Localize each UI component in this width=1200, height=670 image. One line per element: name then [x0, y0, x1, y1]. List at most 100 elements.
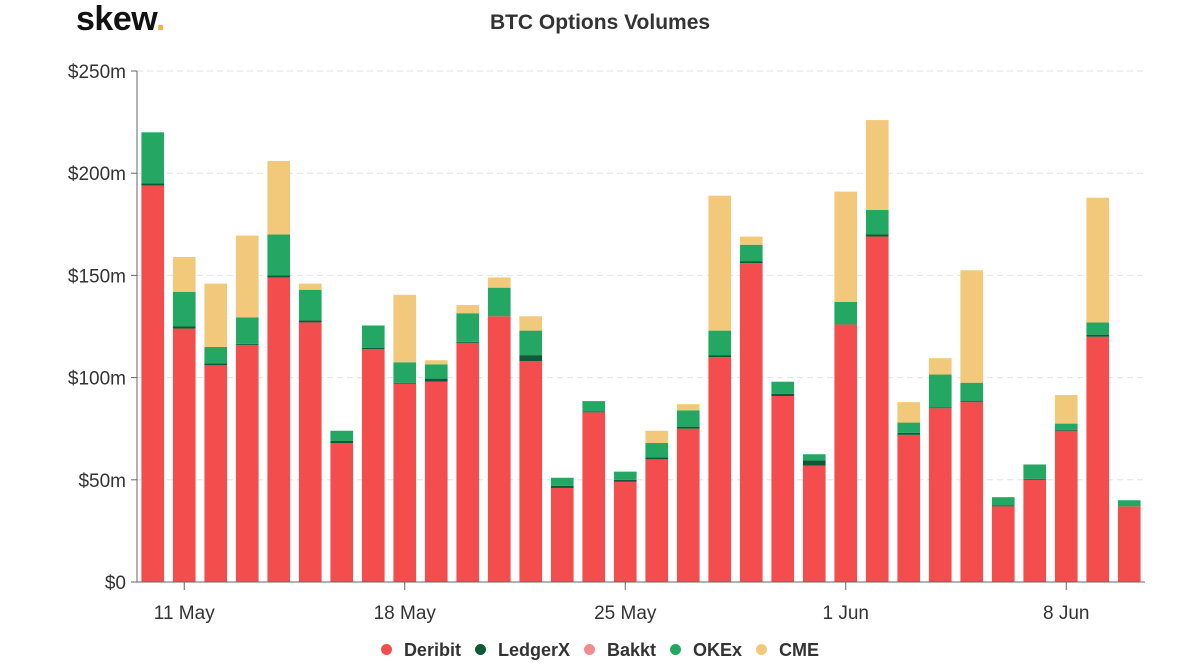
- bar-ledgerx[interactable]: [550, 485, 574, 488]
- bar-cme[interactable]: [424, 360, 448, 365]
- bar-okex[interactable]: [267, 234, 291, 276]
- bar-ledgerx[interactable]: [676, 426, 700, 429]
- bar-ledgerx[interactable]: [361, 347, 385, 349]
- bar-okex[interactable]: [676, 410, 700, 427]
- bar-ledgerx[interactable]: [235, 343, 259, 345]
- bar-cme[interactable]: [519, 316, 543, 331]
- bar-okex[interactable]: [802, 454, 826, 461]
- bar-ledgerx[interactable]: [1086, 334, 1110, 337]
- bar-okex[interactable]: [834, 301, 858, 325]
- bar-cme[interactable]: [1086, 197, 1110, 323]
- bar-okex[interactable]: [739, 244, 763, 262]
- bar-ledgerx[interactable]: [960, 401, 984, 403]
- bar-deribit[interactable]: [1086, 336, 1110, 582]
- bar-okex[interactable]: [1117, 500, 1141, 507]
- bar-okex[interactable]: [424, 364, 448, 379]
- bar-deribit[interactable]: [897, 434, 921, 582]
- bar-okex[interactable]: [771, 381, 795, 394]
- bar-cme[interactable]: [487, 277, 511, 288]
- bar-cme[interactable]: [834, 191, 858, 302]
- bar-ledgerx[interactable]: [928, 407, 952, 409]
- bar-cme[interactable]: [928, 358, 952, 375]
- bar-okex[interactable]: [393, 362, 417, 383]
- bar-cme[interactable]: [1054, 394, 1078, 424]
- bar-ledgerx[interactable]: [172, 326, 196, 329]
- bar-okex[interactable]: [235, 317, 259, 344]
- bar-cme[interactable]: [172, 257, 196, 292]
- bar-cme[interactable]: [645, 430, 669, 444]
- bar-ledgerx[interactable]: [708, 355, 732, 358]
- bar-ledgerx[interactable]: [393, 382, 417, 384]
- bar-okex[interactable]: [1054, 423, 1078, 430]
- bar-deribit[interactable]: [802, 465, 826, 582]
- bar-ledgerx[interactable]: [645, 457, 669, 460]
- bar-deribit[interactable]: [991, 506, 1015, 582]
- bar-cme[interactable]: [298, 283, 322, 290]
- bar-ledgerx[interactable]: [991, 505, 1015, 507]
- bar-okex[interactable]: [456, 313, 480, 342]
- bar-cme[interactable]: [708, 195, 732, 331]
- bar-deribit[interactable]: [771, 395, 795, 582]
- bar-deribit[interactable]: [1054, 430, 1078, 582]
- bar-ledgerx[interactable]: [330, 440, 354, 444]
- bar-ledgerx[interactable]: [1054, 429, 1078, 431]
- bar-deribit[interactable]: [235, 344, 259, 582]
- bar-ledgerx[interactable]: [456, 341, 480, 343]
- bar-ledgerx[interactable]: [1023, 478, 1047, 480]
- bar-deribit[interactable]: [1023, 479, 1047, 582]
- bar-ledgerx[interactable]: [424, 378, 448, 382]
- bar-cme[interactable]: [897, 402, 921, 423]
- bar-okex[interactable]: [330, 430, 354, 441]
- bar-okex[interactable]: [172, 291, 196, 327]
- bar-okex[interactable]: [991, 497, 1015, 506]
- bar-deribit[interactable]: [267, 277, 291, 582]
- bar-okex[interactable]: [1023, 464, 1047, 479]
- bar-deribit[interactable]: [361, 348, 385, 582]
- bar-okex[interactable]: [582, 401, 606, 412]
- bar-deribit[interactable]: [739, 263, 763, 582]
- bar-deribit[interactable]: [172, 328, 196, 582]
- bar-deribit[interactable]: [582, 412, 606, 582]
- bar-okex[interactable]: [519, 330, 543, 356]
- bar-cme[interactable]: [456, 305, 480, 314]
- bar-okex[interactable]: [960, 382, 984, 402]
- legend-item-deribit[interactable]: Deribit: [380, 640, 461, 661]
- bar-deribit[interactable]: [928, 408, 952, 582]
- bar-deribit[interactable]: [550, 487, 574, 582]
- bar-okex[interactable]: [708, 330, 732, 356]
- bar-okex[interactable]: [897, 422, 921, 433]
- bar-cme[interactable]: [267, 160, 291, 235]
- bar-ledgerx[interactable]: [802, 460, 826, 466]
- bar-okex[interactable]: [204, 346, 228, 364]
- legend-item-cme[interactable]: CME: [756, 640, 819, 661]
- legend-item-okex[interactable]: OKEx: [670, 640, 742, 661]
- bar-ledgerx[interactable]: [582, 411, 606, 413]
- bar-okex[interactable]: [550, 477, 574, 486]
- bar-okex[interactable]: [141, 132, 165, 184]
- bar-okex[interactable]: [1086, 322, 1110, 335]
- bar-deribit[interactable]: [298, 322, 322, 582]
- bar-deribit[interactable]: [424, 381, 448, 582]
- bar-okex[interactable]: [298, 289, 322, 321]
- bar-ledgerx[interactable]: [613, 479, 637, 482]
- bar-ledgerx[interactable]: [298, 320, 322, 323]
- bar-deribit[interactable]: [645, 459, 669, 582]
- bar-ledgerx[interactable]: [519, 355, 543, 362]
- bar-deribit[interactable]: [676, 428, 700, 582]
- bar-okex[interactable]: [645, 443, 669, 458]
- bar-ledgerx[interactable]: [267, 275, 291, 278]
- bar-deribit[interactable]: [1117, 506, 1141, 582]
- bar-deribit[interactable]: [141, 185, 165, 583]
- bar-cme[interactable]: [676, 404, 700, 411]
- bar-deribit[interactable]: [708, 357, 732, 582]
- legend-item-ledgerx[interactable]: LedgerX: [474, 640, 570, 661]
- bar-cme[interactable]: [235, 235, 259, 318]
- bar-deribit[interactable]: [613, 481, 637, 582]
- bar-okex[interactable]: [928, 374, 952, 408]
- bar-okex[interactable]: [361, 325, 385, 348]
- bar-ledgerx[interactable]: [771, 393, 795, 396]
- bar-deribit[interactable]: [834, 324, 858, 582]
- bar-deribit[interactable]: [393, 383, 417, 582]
- bar-ledgerx[interactable]: [141, 183, 165, 186]
- bar-okex[interactable]: [865, 209, 889, 235]
